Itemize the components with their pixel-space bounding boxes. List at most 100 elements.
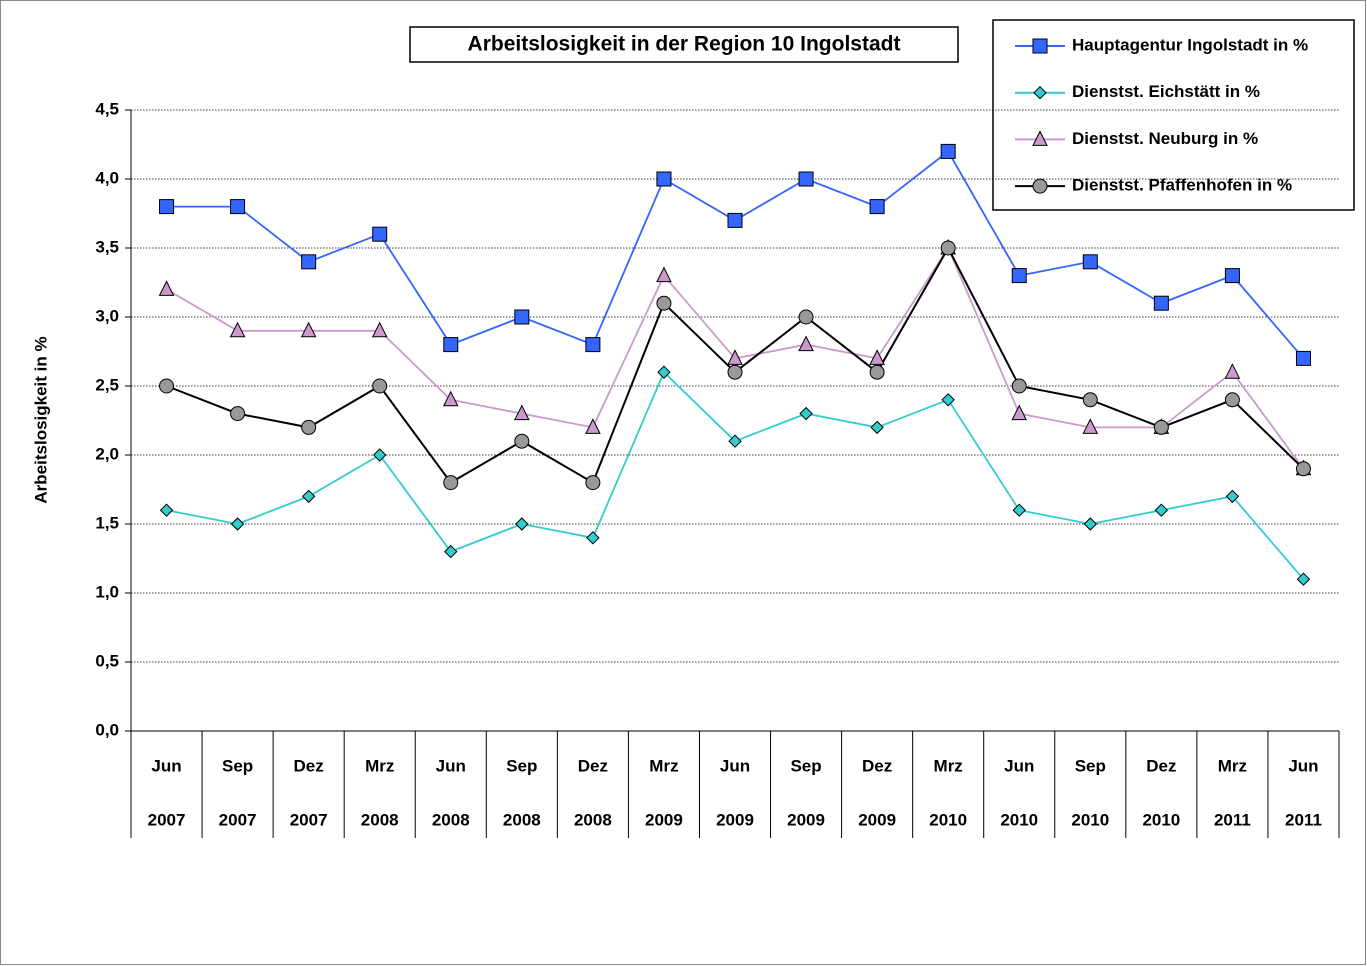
title-box <box>409 26 959 63</box>
y-tick-label: 4,5 <box>95 99 119 118</box>
y-tick-label: 2,0 <box>95 444 119 463</box>
x-tick-label: Jun <box>1004 756 1034 775</box>
y-tick-label: 1,5 <box>95 513 119 532</box>
data-point <box>1224 392 1240 408</box>
data-point <box>585 337 601 353</box>
x-tick-label: Sep <box>222 756 253 775</box>
x-tick-label: Sep <box>790 756 821 775</box>
x-year-label: 2008 <box>574 810 612 829</box>
x-year-label: 2009 <box>787 810 825 829</box>
data-point <box>230 406 246 422</box>
data-point <box>229 321 246 338</box>
data-point <box>1225 489 1240 504</box>
data-point <box>656 171 672 187</box>
data-point <box>372 226 388 242</box>
x-tick-label: Jun <box>151 756 181 775</box>
x-tick-label: Dez <box>1146 756 1176 775</box>
data-point <box>1153 295 1169 311</box>
data-point <box>230 517 245 531</box>
x-year-label: 2007 <box>290 810 328 829</box>
data-point <box>940 143 956 159</box>
x-year-label: 2009 <box>858 810 896 829</box>
data-point <box>514 433 530 449</box>
data-point <box>301 489 316 504</box>
data-point <box>1154 503 1169 517</box>
x-year-label: 2009 <box>645 810 683 829</box>
data-point <box>798 309 814 325</box>
data-point <box>1082 392 1098 408</box>
data-point <box>301 254 317 270</box>
legend-label: Dienstst. Neuburg in % <box>1072 129 1258 148</box>
data-point <box>1295 350 1311 366</box>
data-point <box>727 349 743 365</box>
legend-box <box>992 19 1355 211</box>
data-point <box>1224 268 1240 284</box>
data-point <box>941 393 955 407</box>
data-point <box>444 544 458 559</box>
x-tick-label: Sep <box>1075 756 1106 775</box>
data-point <box>159 199 175 215</box>
data-point <box>301 419 317 435</box>
data-point <box>1011 404 1028 421</box>
x-tick-label: Sep <box>506 756 537 775</box>
y-tick-label: 0,5 <box>95 651 119 670</box>
x-year-label: 2008 <box>361 810 399 829</box>
data-point <box>371 321 388 338</box>
data-point <box>1224 363 1241 379</box>
data-point <box>443 337 459 353</box>
x-tick-label: Mrz <box>649 756 678 775</box>
x-tick-label: Mrz <box>1218 756 1247 775</box>
data-point <box>1012 503 1026 517</box>
data-point <box>727 364 743 380</box>
data-point <box>870 420 884 435</box>
x-tick-label: Mrz <box>934 756 963 775</box>
legend-marker <box>1032 130 1048 146</box>
x-year-label: 2010 <box>1142 810 1180 829</box>
x-tick-label: Mrz <box>365 756 394 775</box>
x-year-label: 2009 <box>716 810 754 829</box>
data-point <box>230 199 246 215</box>
data-point <box>869 199 885 215</box>
data-point <box>1011 378 1027 394</box>
y-tick-label: 4,0 <box>95 168 119 187</box>
data-point <box>514 404 530 421</box>
y-tick-label: 1,0 <box>95 582 119 601</box>
legend-marker <box>1033 85 1047 100</box>
data-point <box>1296 572 1311 586</box>
data-point <box>1153 419 1169 435</box>
x-tick-label: Dez <box>862 756 892 775</box>
x-year-label: 2007 <box>148 810 186 829</box>
data-point <box>1082 418 1099 434</box>
x-year-label: 2010 <box>1071 810 1109 829</box>
data-point <box>442 390 459 407</box>
x-tick-label: Jun <box>720 756 750 775</box>
x-tick-label: Dez <box>578 756 608 775</box>
data-point <box>514 309 530 325</box>
x-tick-label: Jun <box>1288 756 1318 775</box>
data-point <box>372 448 387 462</box>
y-tick-label: 2,5 <box>95 375 119 394</box>
data-point <box>656 295 672 311</box>
x-year-label: 2010 <box>1000 810 1038 829</box>
data-point <box>159 378 175 394</box>
y-tick-label: 3,0 <box>95 306 119 325</box>
data-point <box>1011 268 1027 284</box>
x-year-label: 2008 <box>432 810 470 829</box>
data-point <box>300 321 317 338</box>
data-point <box>728 434 742 448</box>
x-year-label: 2008 <box>503 810 541 829</box>
data-point <box>1083 517 1098 531</box>
data-point <box>1082 254 1098 270</box>
data-point <box>515 517 529 531</box>
data-point <box>585 475 601 491</box>
y-axis-label: Arbeitslosigkeit in % <box>31 336 50 503</box>
legend-marker <box>1032 178 1048 194</box>
chart-title: Arbeitslosigkeit in der Region 10 Ingols… <box>468 33 901 56</box>
data-point <box>443 475 459 491</box>
data-point <box>656 266 672 283</box>
data-point <box>586 531 600 545</box>
x-year-label: 2011 <box>1214 810 1251 829</box>
data-point <box>159 503 174 517</box>
x-year-label: 2011 <box>1285 810 1322 829</box>
